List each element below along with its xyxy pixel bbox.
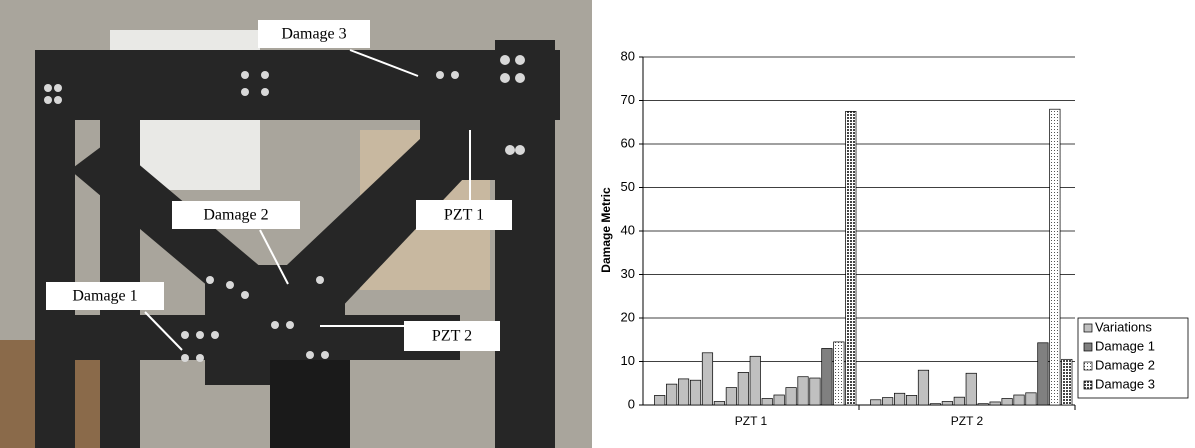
photo-label: PZT 1 xyxy=(444,207,484,224)
x-tick-label: PZT 1 xyxy=(735,414,768,428)
legend-label: Damage 3 xyxy=(1095,376,1155,391)
bar xyxy=(1037,342,1049,406)
bar xyxy=(845,111,857,406)
bar xyxy=(713,401,725,406)
bar xyxy=(821,348,833,406)
chart: Damage Metric 0 10 20 30 40 50 60 70 80 PZT 1 PZT … xyxy=(599,48,1189,428)
bar xyxy=(749,355,761,406)
legend-label: Damage 1 xyxy=(1095,338,1155,353)
bar xyxy=(773,394,785,406)
bar xyxy=(797,376,809,406)
bar xyxy=(870,399,882,406)
y-axis-title: Damage Metric xyxy=(599,187,613,273)
legend-box xyxy=(1077,317,1189,399)
bar xyxy=(725,387,737,406)
bar xyxy=(833,341,845,406)
bar xyxy=(1061,358,1073,406)
photo-label: Damage 2 xyxy=(203,207,268,224)
legend-swatch xyxy=(1083,380,1093,390)
bar xyxy=(785,387,797,406)
bar xyxy=(989,401,1001,406)
y-tick-label: 80 xyxy=(621,48,635,63)
bar xyxy=(678,378,690,406)
bar xyxy=(1025,392,1037,406)
legend-swatch xyxy=(1083,342,1093,352)
legend-swatch xyxy=(1083,323,1093,333)
y-tick-label: 40 xyxy=(621,222,635,237)
bar xyxy=(701,352,714,406)
bar xyxy=(737,372,749,406)
bolts xyxy=(44,55,525,362)
bar xyxy=(894,392,906,406)
legend-label: Damage 2 xyxy=(1095,357,1155,372)
y-tick-label: 10 xyxy=(621,353,635,368)
bar xyxy=(917,369,930,406)
bar xyxy=(809,377,821,406)
bar xyxy=(929,403,941,406)
photo-label: Damage 3 xyxy=(281,26,346,43)
bar xyxy=(666,383,678,406)
bar xyxy=(977,403,989,406)
bar xyxy=(1049,108,1061,406)
bar xyxy=(761,398,773,406)
label-boxes xyxy=(46,20,512,351)
photo-label: Damage 1 xyxy=(72,288,137,305)
bar xyxy=(953,396,965,406)
bar xyxy=(882,397,894,406)
y-tick-label: 0 xyxy=(628,396,635,411)
bar xyxy=(941,401,953,406)
photo: Damage 3 Damage 2 Damage 1 PZT 1 PZT 2 xyxy=(0,0,592,448)
photo-label: PZT 2 xyxy=(432,328,472,345)
y-tick-label: 60 xyxy=(621,135,635,150)
y-tick-label: 50 xyxy=(621,179,635,194)
bar xyxy=(654,395,666,406)
legend-label: Variations xyxy=(1095,319,1152,334)
arrows xyxy=(144,49,471,351)
bar xyxy=(689,379,702,406)
x-tick-label: PZT 2 xyxy=(951,414,984,428)
frame xyxy=(35,40,560,448)
bar xyxy=(965,372,977,406)
bar xyxy=(1001,398,1013,406)
y-tick-label: 20 xyxy=(621,309,635,324)
y-tick-label: 70 xyxy=(621,92,635,107)
bar xyxy=(1013,394,1025,406)
bar xyxy=(905,395,918,406)
y-tick-label: 30 xyxy=(621,266,635,281)
legend-swatch xyxy=(1083,361,1093,371)
